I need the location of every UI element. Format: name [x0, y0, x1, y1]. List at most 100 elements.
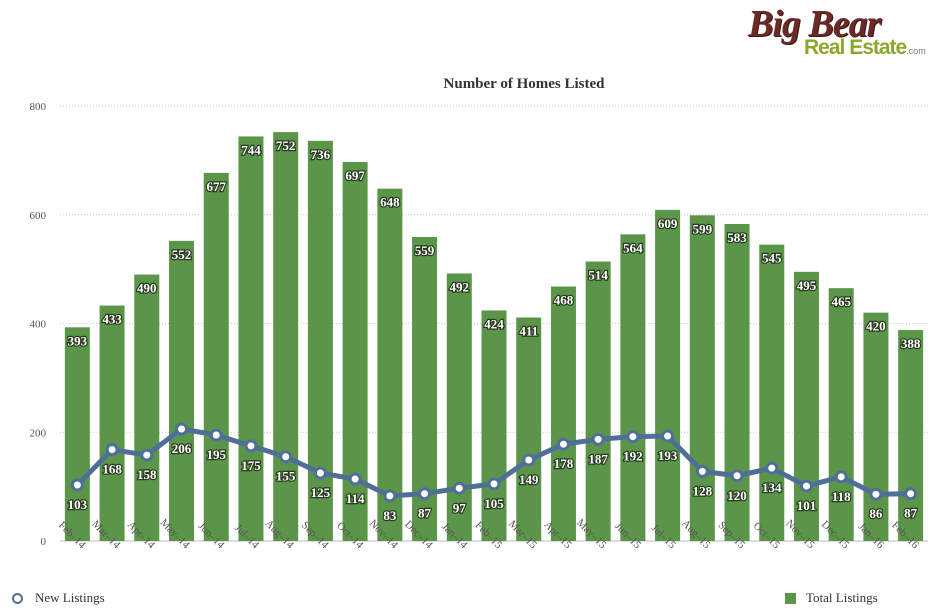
line-value-label: 195 [206, 447, 226, 462]
y-tick-label: 200 [30, 427, 47, 439]
line-value-label: 118 [832, 489, 851, 504]
bar-value-label: 677 [206, 179, 226, 194]
line-point [175, 422, 189, 436]
bar [898, 330, 924, 541]
line-point [661, 429, 675, 443]
line-value-label: 120 [727, 488, 747, 503]
line-value-label: 187 [588, 451, 608, 466]
line-value-label: 86 [869, 506, 883, 521]
line-point [799, 479, 813, 493]
bar-value-label: 468 [554, 293, 574, 308]
logo-suffix: .com [906, 46, 926, 56]
line-value-label: 103 [68, 497, 88, 512]
y-tick-label: 400 [30, 319, 47, 331]
bar [169, 240, 195, 541]
bar-value-label: 495 [797, 278, 817, 293]
bar-value-label: 752 [276, 138, 296, 153]
bar [377, 188, 403, 541]
line-point [209, 428, 223, 442]
bar [238, 136, 264, 541]
legend-new-listings-label: New Listings [35, 590, 105, 605]
line-point [730, 469, 744, 483]
bar-value-label: 583 [727, 230, 747, 245]
bar [516, 317, 542, 541]
bar [585, 261, 611, 541]
line-value-label: 155 [276, 469, 296, 484]
bar [689, 215, 715, 541]
line-point [279, 450, 293, 464]
logo-wordmark-top: Big Bear [748, 3, 881, 45]
line-value-label: 193 [658, 448, 678, 463]
bar-value-label: 393 [68, 333, 88, 348]
bar [203, 172, 229, 541]
line-value-label: 87 [418, 506, 432, 521]
bar [620, 234, 646, 541]
bar-value-label: 411 [519, 324, 538, 339]
bar-value-label: 514 [588, 268, 608, 283]
line-point [626, 430, 640, 444]
legend-total-listings-label: Total Listings [806, 590, 878, 605]
bar-value-label: 697 [345, 168, 365, 183]
bar [793, 271, 819, 541]
legend-line-marker [12, 592, 23, 604]
bar [550, 286, 576, 541]
bar [273, 132, 299, 541]
line-value-label: 175 [241, 458, 261, 473]
line-point [869, 487, 883, 501]
chart-title: Number of Homes Listed [444, 76, 606, 92]
logo-wordmark-bottom: Real Estate.com [804, 36, 926, 60]
line-point [556, 437, 570, 451]
line-value-label: 178 [554, 456, 574, 471]
bar-value-label: 744 [241, 142, 261, 157]
line-point [695, 464, 709, 478]
line-value-label: 105 [484, 496, 504, 511]
line-point [313, 466, 327, 480]
bar-value-label: 490 [137, 281, 157, 296]
bar-value-label: 552 [172, 247, 192, 262]
line-value-label: 128 [693, 483, 713, 498]
line-value-label: 206 [172, 441, 192, 456]
y-tick-label: 0 [41, 536, 47, 548]
line-value-label: 158 [137, 467, 157, 482]
line-point [522, 453, 536, 467]
bar [134, 274, 160, 541]
legend-total-listings: Total Listings [785, 590, 878, 606]
line-point [348, 472, 362, 486]
legend-bar-swatch [785, 592, 796, 604]
line-point [591, 432, 605, 446]
bar [724, 223, 750, 541]
bar [759, 244, 785, 541]
bar [307, 140, 333, 542]
bar-value-label: 564 [623, 240, 643, 255]
line-point [383, 489, 397, 503]
bar-value-label: 545 [762, 251, 782, 266]
line-value-label: 149 [519, 472, 539, 487]
bar-value-label: 388 [901, 336, 921, 351]
bar-value-label: 424 [484, 316, 504, 331]
bar-value-label: 492 [450, 279, 470, 294]
line-value-label: 192 [623, 449, 643, 464]
y-tick-label: 600 [30, 210, 47, 222]
bar-value-label: 559 [415, 243, 435, 258]
bar [828, 288, 854, 541]
bar-value-label: 648 [380, 195, 400, 210]
line-point [105, 443, 119, 457]
line-value-label: 83 [383, 508, 397, 523]
line-value-label: 134 [762, 480, 782, 495]
line-point [904, 487, 918, 501]
bar-value-label: 599 [693, 221, 713, 236]
line-value-label: 87 [904, 506, 918, 521]
line-value-label: 168 [102, 462, 122, 477]
bar [863, 312, 889, 541]
logo-real-estate: Real Estate [804, 36, 907, 59]
line-value-label: 97 [453, 500, 467, 515]
bar [64, 327, 90, 541]
bar [99, 305, 125, 541]
bar-value-label: 736 [311, 147, 331, 162]
line-point [765, 461, 779, 475]
line-point [834, 470, 848, 484]
bar [481, 310, 507, 541]
line-point [418, 487, 432, 501]
legend-new-listings: New Listings [12, 590, 105, 606]
